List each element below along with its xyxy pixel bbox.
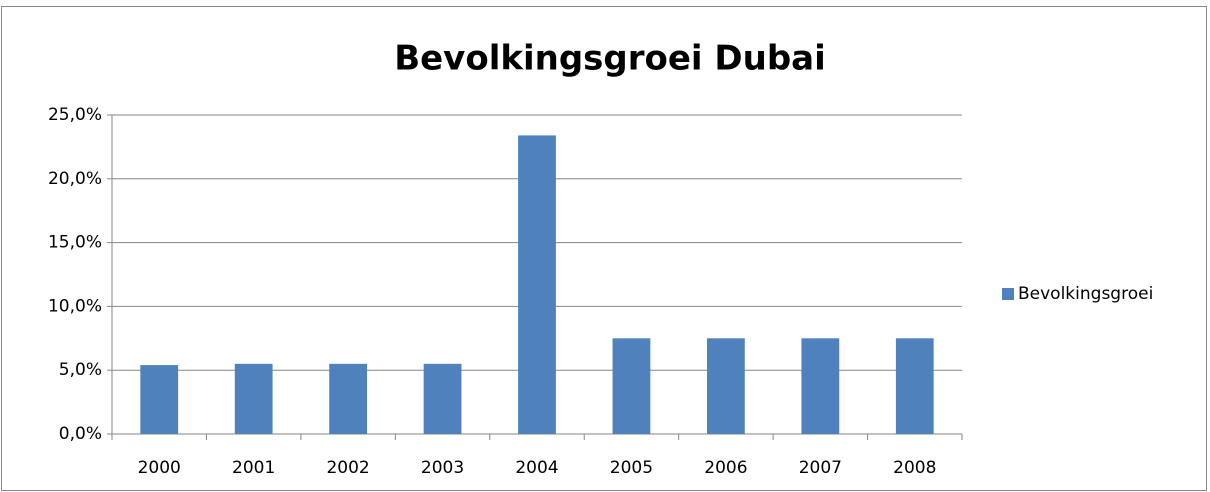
y-tick-label: 10,0% [48,296,102,316]
y-tick-label: 5,0% [59,360,102,380]
x-tick-label: 2004 [515,458,558,478]
legend-swatch [1002,288,1014,300]
y-tick-label: 25,0% [48,105,102,125]
x-tick-label: 2002 [326,458,369,478]
x-tick-label: 2008 [893,458,936,478]
x-tick-label: 2005 [610,458,653,478]
bar [423,363,462,434]
x-tick-label: 2000 [138,458,181,478]
bar [518,135,556,434]
bar [234,363,273,434]
bar [707,338,745,434]
bar [612,338,651,434]
y-tick-label: 0,0% [59,424,102,444]
bar [329,363,367,434]
y-tick-label: 20,0% [48,169,102,189]
chart-title: Bevolkingsgroei Dubai [394,39,826,79]
chart-border [1,6,1207,491]
y-tick-label: 15,0% [48,233,102,253]
bar [801,338,840,434]
bar [895,338,934,434]
x-tick-label: 2006 [704,458,747,478]
x-tick-label: 2003 [421,458,464,478]
bar [140,365,179,434]
legend-label: Bevolkingsgroei [1018,284,1153,304]
x-tick-label: 2001 [232,458,275,478]
x-tick-label: 2007 [799,458,842,478]
